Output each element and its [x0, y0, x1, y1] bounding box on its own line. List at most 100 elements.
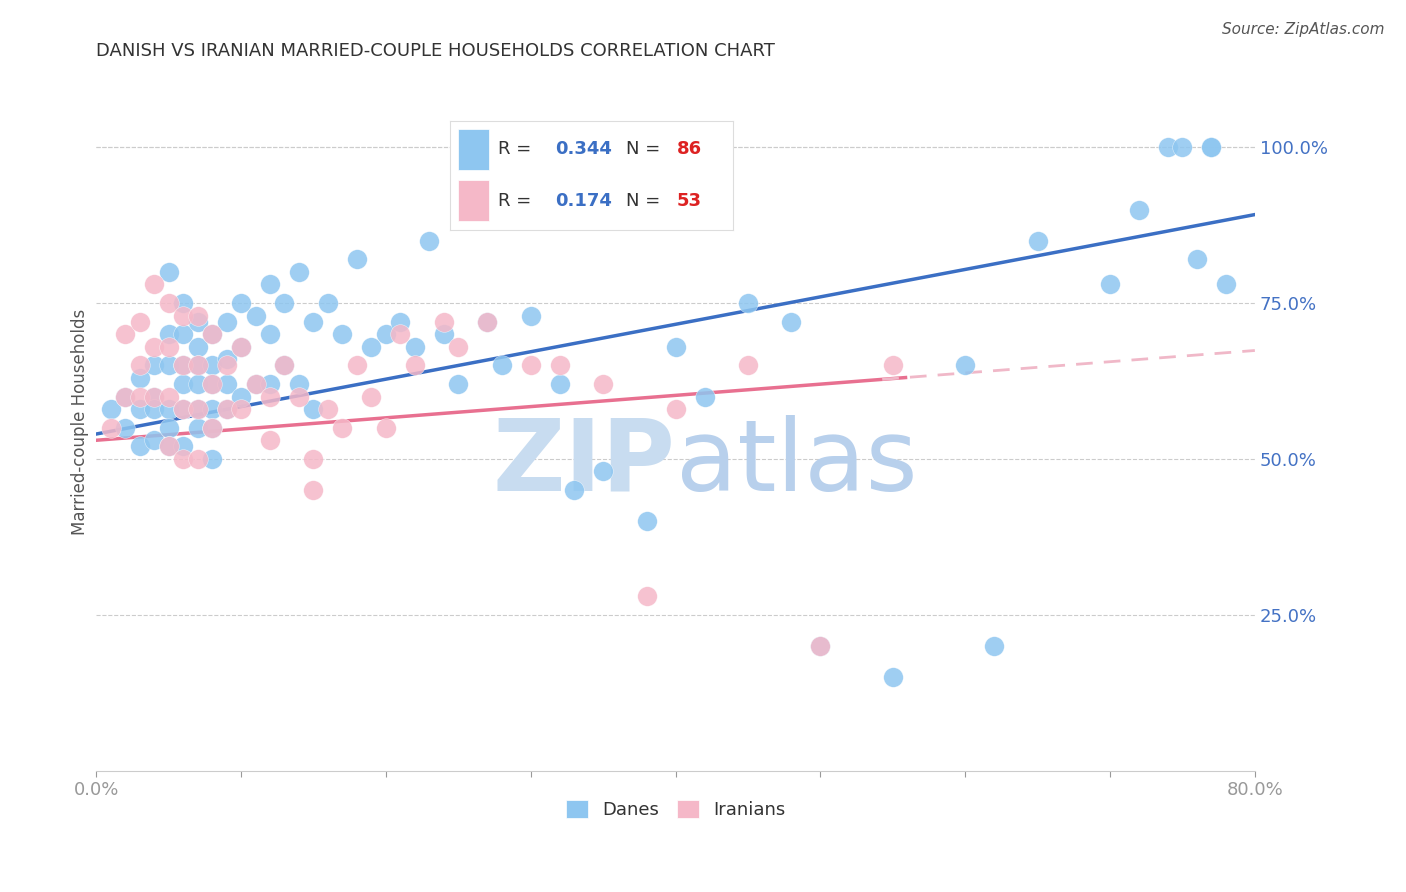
Point: [172, 327, 194, 342]
Point: [157, 327, 180, 342]
Point: [548, 359, 571, 373]
Point: [1098, 277, 1121, 292]
Point: [332, 421, 354, 435]
Point: [128, 402, 150, 417]
Point: [128, 315, 150, 329]
Point: [172, 359, 194, 373]
Point: [100, 402, 122, 417]
Point: [1128, 202, 1150, 217]
Point: [737, 359, 759, 373]
Point: [143, 390, 166, 404]
Point: [201, 452, 224, 467]
Point: [360, 390, 382, 404]
Point: [157, 440, 180, 454]
Point: [808, 639, 831, 653]
Point: [302, 452, 325, 467]
Point: [1215, 277, 1237, 292]
Point: [519, 359, 541, 373]
Point: [187, 402, 209, 417]
Legend: Danes, Iranians: Danes, Iranians: [561, 795, 790, 824]
Point: [143, 277, 166, 292]
Point: [374, 327, 396, 342]
Point: [983, 639, 1005, 653]
Point: [374, 421, 396, 435]
Point: [404, 359, 426, 373]
Point: [187, 309, 209, 323]
Point: [447, 377, 470, 392]
Point: [201, 327, 224, 342]
Point: [172, 402, 194, 417]
Point: [157, 265, 180, 279]
Point: [229, 340, 252, 354]
Point: [477, 315, 499, 329]
Point: [592, 377, 614, 392]
Point: [693, 390, 716, 404]
Point: [302, 483, 325, 497]
Point: [187, 402, 209, 417]
Point: [157, 390, 180, 404]
Point: [229, 340, 252, 354]
Point: [128, 440, 150, 454]
Point: [418, 234, 440, 248]
Point: [187, 315, 209, 329]
Point: [636, 514, 658, 528]
Point: [172, 377, 194, 392]
Point: [100, 421, 122, 435]
Text: atlas: atlas: [675, 415, 917, 512]
Point: [882, 670, 904, 684]
Point: [1201, 140, 1223, 154]
Point: [187, 421, 209, 435]
Point: [316, 402, 339, 417]
Point: [259, 377, 281, 392]
Point: [172, 359, 194, 373]
Point: [187, 452, 209, 467]
Point: [346, 252, 368, 267]
Point: [157, 440, 180, 454]
Point: [201, 377, 224, 392]
Point: [143, 340, 166, 354]
Point: [229, 296, 252, 310]
Point: [201, 359, 224, 373]
Point: [157, 402, 180, 417]
Point: [245, 377, 267, 392]
Point: [389, 315, 412, 329]
Point: [1171, 140, 1194, 154]
Point: [1026, 234, 1049, 248]
Point: [172, 452, 194, 467]
Point: [519, 309, 541, 323]
Point: [128, 359, 150, 373]
Point: [143, 390, 166, 404]
Point: [664, 402, 686, 417]
Point: [215, 402, 238, 417]
Text: ZIP: ZIP: [492, 415, 675, 512]
Point: [562, 483, 585, 497]
Point: [259, 390, 281, 404]
Point: [592, 465, 614, 479]
Point: [404, 340, 426, 354]
Point: [447, 340, 470, 354]
Point: [187, 359, 209, 373]
Point: [664, 340, 686, 354]
Point: [229, 402, 252, 417]
Point: [128, 390, 150, 404]
Point: [1185, 252, 1208, 267]
Point: [302, 402, 325, 417]
Point: [491, 359, 513, 373]
Point: [215, 352, 238, 367]
Point: [288, 377, 311, 392]
Point: [548, 377, 571, 392]
Point: [201, 377, 224, 392]
Point: [187, 340, 209, 354]
Point: [360, 340, 382, 354]
Point: [259, 327, 281, 342]
Point: [201, 327, 224, 342]
Point: [172, 402, 194, 417]
Point: [1157, 140, 1180, 154]
Text: Source: ZipAtlas.com: Source: ZipAtlas.com: [1222, 22, 1385, 37]
Point: [157, 421, 180, 435]
Point: [114, 327, 136, 342]
Point: [201, 421, 224, 435]
Point: [143, 434, 166, 448]
Point: [114, 390, 136, 404]
Point: [636, 589, 658, 603]
